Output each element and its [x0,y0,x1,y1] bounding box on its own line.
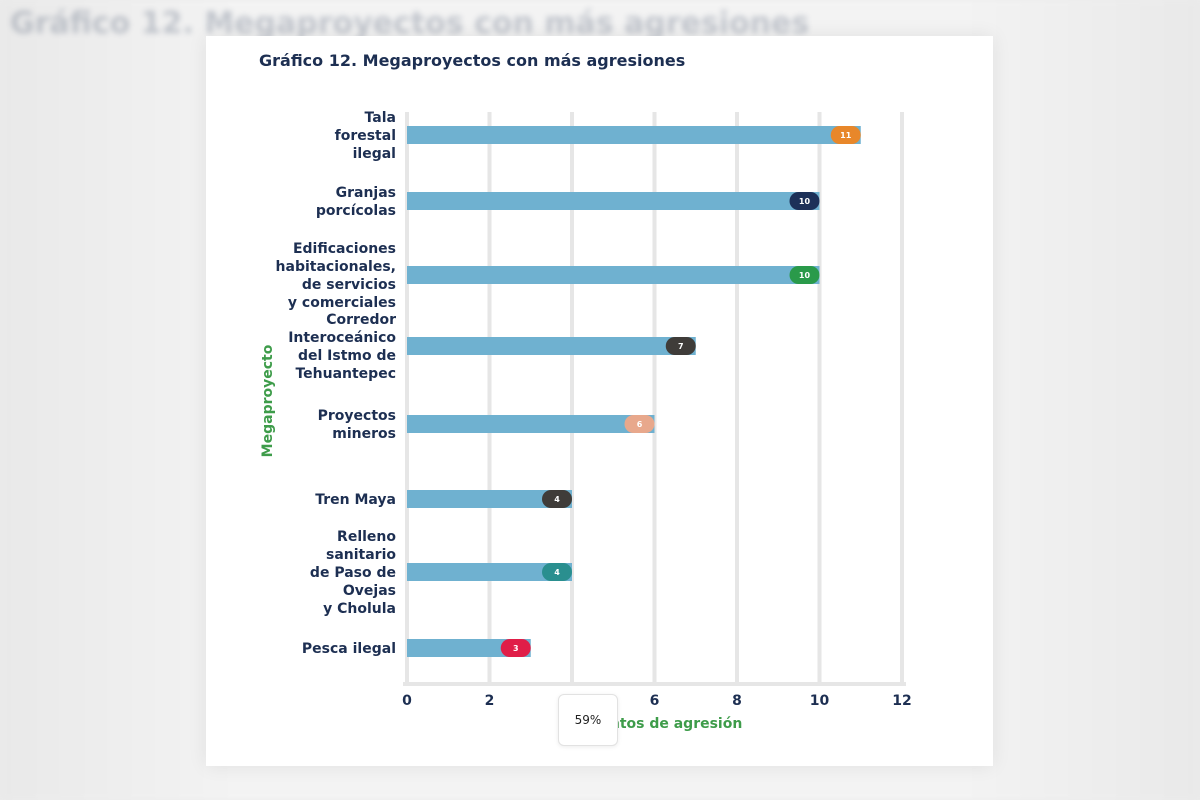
category-label-2: Edificaciones habitacionales, de servicios… [276,241,396,311]
value-badge-7 [500,639,531,657]
bar-4 [407,415,655,433]
x-tick-label-5: 10 [810,693,830,709]
value-badge-1 [789,192,820,210]
value-badge-2 [789,266,820,284]
value-badge-5 [542,490,572,508]
category-label-7: Pesca ilegal [302,641,396,657]
category-label-5: Tren Maya [315,492,396,508]
x-axis-label: Eventos de agresión [582,716,743,732]
data-label-6: 4 [554,568,560,577]
value-badge-6 [542,563,572,581]
bar-1 [407,192,820,210]
bars: 11 10 10 7 6 4 4 3 [407,126,861,657]
zoom-level-text: 59% [574,713,602,727]
x-tick-labels: 024681012 [402,693,912,709]
category-label-4: Proyectos mineros [318,408,396,442]
value-badge-3 [665,337,696,355]
chart-title: Gráfico 12. Megaproyectos con más agresi… [259,51,686,70]
x-tick-label-4: 8 [732,693,742,709]
category-label-6: Relleno sanitario de Paso de Ovejas y Cholul… [310,529,396,617]
x-tick-label-6: 12 [892,693,911,709]
bar-chart: 11 10 10 7 6 4 4 3 Tala forestal ilegal Granjas por… [260,110,912,732]
bar-5 [407,490,572,508]
zoom-level-badge[interactable]: 59% [558,694,618,746]
blurred-background-title: Gráfico 12. Megaproyectos con más agresi… [10,6,810,41]
x-tick-label-3: 6 [650,693,660,709]
value-badge-4 [624,415,655,433]
category-label-1: Granjas porcícolas [316,185,396,219]
x-tick-label-0: 0 [402,693,412,709]
data-label-2: 10 [799,271,811,280]
bar-7 [407,639,531,657]
bar-0 [407,126,861,144]
category-labels: Tala forestal ilegal Granjas porcícolas Edifi… [276,110,397,657]
data-label-3: 7 [678,342,684,351]
bar-2 [407,266,820,284]
category-label-3: Corredor Interoceánico del Istmo de Tehuant… [288,312,396,382]
data-label-1: 10 [799,197,811,206]
bar-6 [407,563,572,581]
data-label-5: 4 [554,495,560,504]
data-label-4: 6 [637,420,643,429]
bar-3 [407,337,696,355]
chart-card: Gráfico 12. Megaproyectos con más agresi… [206,36,993,766]
y-axis-label: Megaproyecto [260,344,276,457]
x-tick-label-1: 2 [485,693,495,709]
value-badge-0 [830,126,861,144]
data-label-0: 11 [840,131,852,140]
data-label-7: 3 [513,644,519,653]
category-label-0: Tala forestal ilegal [335,110,396,162]
